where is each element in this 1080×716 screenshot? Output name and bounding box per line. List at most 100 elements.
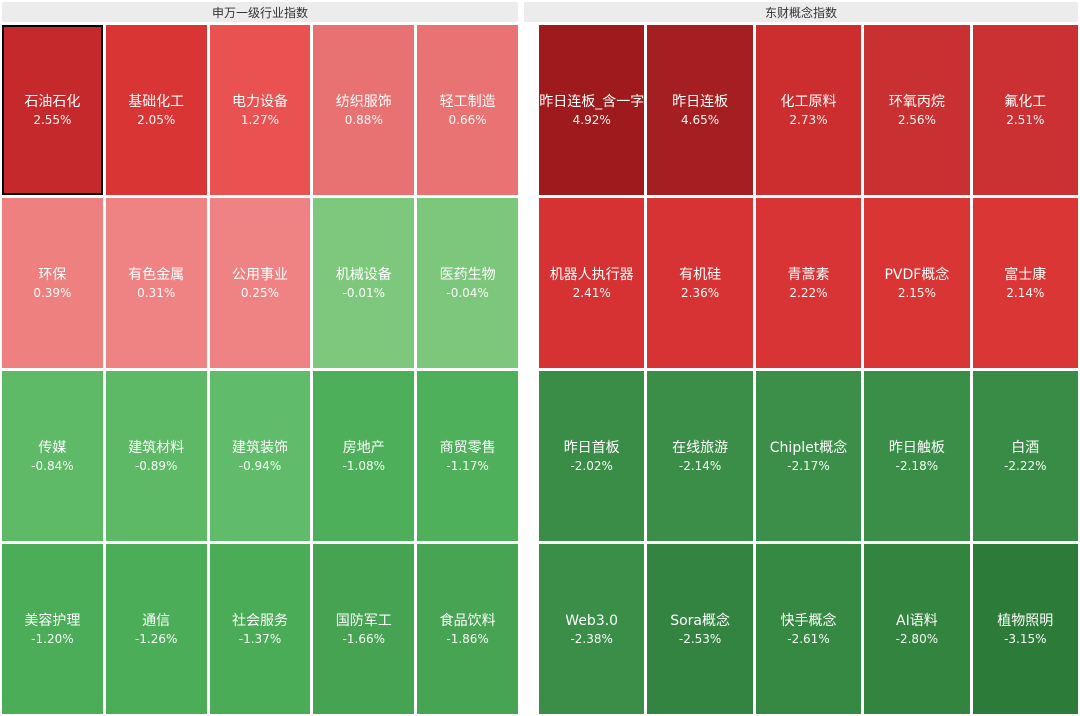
tile-label: 医药生物 bbox=[439, 266, 496, 283]
tile-change: 2.56% bbox=[897, 113, 936, 128]
index-tile[interactable]: Chiplet概念 -2.17% bbox=[755, 371, 862, 541]
tile-change: 0.88% bbox=[344, 113, 383, 128]
tile-grid-sw-industry: 石油石化 2.55% 基础化工 2.05% 电力设备 1.27% 纺织服饰 0.88% … bbox=[2, 25, 518, 714]
tile-change: 2.51% bbox=[1006, 113, 1045, 128]
index-tile[interactable]: 环保 0.39% bbox=[2, 198, 103, 368]
tile-change: -2.14% bbox=[678, 459, 722, 474]
tile-label: 食品饮料 bbox=[439, 612, 496, 629]
tile-change: -0.89% bbox=[134, 459, 178, 474]
tile-label: 建筑材料 bbox=[128, 439, 185, 456]
tile-change: -0.01% bbox=[342, 286, 386, 301]
tile-change: -2.18% bbox=[895, 459, 939, 474]
tile-change: 0.66% bbox=[448, 113, 487, 128]
tile-label: 机器人执行器 bbox=[549, 266, 634, 283]
index-tile[interactable]: 医药生物 -0.04% bbox=[417, 198, 518, 368]
tile-label: 机械设备 bbox=[335, 266, 392, 283]
tile-label: PVDF概念 bbox=[884, 266, 950, 283]
index-tile[interactable]: 白酒 -2.22% bbox=[972, 371, 1078, 541]
index-tile[interactable]: 社会服务 -1.37% bbox=[209, 544, 311, 714]
index-tile[interactable]: 基础化工 2.05% bbox=[105, 25, 207, 195]
tile-label: 美容护理 bbox=[24, 612, 81, 629]
tile-change: -2.53% bbox=[678, 632, 722, 647]
tile-label: 轻工制造 bbox=[439, 93, 496, 110]
index-tile[interactable]: 食品饮料 -1.86% bbox=[417, 544, 518, 714]
tile-label: 昨日连板_含一字 bbox=[539, 93, 645, 110]
tile-label: AI语料 bbox=[896, 612, 938, 629]
tile-change: 2.15% bbox=[897, 286, 936, 301]
index-tile[interactable]: 昨日首板 -2.02% bbox=[539, 371, 645, 541]
tile-change: -1.26% bbox=[134, 632, 178, 647]
index-tile[interactable]: 公用事业 0.25% bbox=[209, 198, 311, 368]
tile-label: 电力设备 bbox=[231, 93, 288, 110]
index-tile[interactable]: 化工原料 2.73% bbox=[755, 25, 862, 195]
tile-label: 环氧丙烷 bbox=[888, 93, 945, 110]
tile-label: 商贸零售 bbox=[439, 439, 496, 456]
index-tile[interactable]: 传媒 -0.84% bbox=[2, 371, 103, 541]
index-tile[interactable]: 青蒿素 2.22% bbox=[755, 198, 862, 368]
tile-change: 2.41% bbox=[572, 286, 611, 301]
tile-change: 0.39% bbox=[33, 286, 72, 301]
tile-label: 植物照明 bbox=[997, 612, 1054, 629]
index-tile[interactable]: 电力设备 1.27% bbox=[209, 25, 311, 195]
tile-change: -1.37% bbox=[238, 632, 282, 647]
tile-change: -1.20% bbox=[31, 632, 74, 647]
section-title-sw-industry: 申万一级行业指数 bbox=[2, 2, 518, 22]
index-tile[interactable]: PVDF概念 2.15% bbox=[864, 198, 970, 368]
tile-label: 社会服务 bbox=[231, 612, 288, 629]
index-tile[interactable]: AI语料 -2.80% bbox=[864, 544, 970, 714]
tile-label: 富士康 bbox=[1004, 266, 1047, 283]
tile-label: 建筑装饰 bbox=[231, 439, 288, 456]
tile-change: -2.22% bbox=[1004, 459, 1047, 474]
index-tile[interactable]: 轻工制造 0.66% bbox=[417, 25, 518, 195]
index-tile[interactable]: 昨日连板_含一字 4.92% bbox=[539, 25, 645, 195]
section-sw-industry: 申万一级行业指数 石油石化 2.55% 基础化工 2.05% 电力设备 1.27% 纺… bbox=[2, 2, 518, 714]
index-tile[interactable]: 机器人执行器 2.41% bbox=[539, 198, 645, 368]
index-tile[interactable]: 快手概念 -2.61% bbox=[755, 544, 862, 714]
tile-change: 2.22% bbox=[789, 286, 828, 301]
index-tile[interactable]: Web3.0 -2.38% bbox=[539, 544, 645, 714]
tile-label: 石油石化 bbox=[24, 93, 81, 110]
tile-change: 2.73% bbox=[789, 113, 828, 128]
tile-change: -1.66% bbox=[342, 632, 386, 647]
tile-change: 1.27% bbox=[240, 113, 280, 128]
tile-label: 快手概念 bbox=[780, 612, 837, 629]
index-tile[interactable]: 在线旅游 -2.14% bbox=[647, 371, 753, 541]
index-tile[interactable]: 建筑材料 -0.89% bbox=[105, 371, 207, 541]
index-tile[interactable]: 富士康 2.14% bbox=[972, 198, 1078, 368]
tile-label: 化工原料 bbox=[780, 93, 837, 110]
index-tile[interactable]: 昨日连板 4.65% bbox=[647, 25, 753, 195]
tile-label: 昨日连板 bbox=[672, 93, 729, 110]
tile-change: -1.17% bbox=[446, 459, 489, 474]
section-title-eastmoney-concept: 东财概念指数 bbox=[524, 2, 1078, 22]
tile-change: -2.38% bbox=[570, 632, 613, 647]
index-tile[interactable]: 机械设备 -0.01% bbox=[313, 198, 415, 368]
tile-label: 昨日触板 bbox=[888, 439, 945, 456]
index-tile[interactable]: 商贸零售 -1.17% bbox=[417, 371, 518, 541]
index-tile[interactable]: 植物照明 -3.15% bbox=[972, 544, 1078, 714]
index-tile[interactable]: 有色金属 0.31% bbox=[105, 198, 207, 368]
tile-label: 传媒 bbox=[38, 439, 67, 456]
tile-label: 公用事业 bbox=[231, 266, 288, 283]
tile-change: -3.15% bbox=[1004, 632, 1047, 647]
tile-change: 2.55% bbox=[33, 113, 72, 128]
index-tile[interactable]: 国防军工 -1.66% bbox=[313, 544, 415, 714]
index-tile[interactable]: 通信 -1.26% bbox=[105, 544, 207, 714]
tile-label: 氟化工 bbox=[1004, 93, 1047, 110]
tile-change: -2.02% bbox=[570, 459, 613, 474]
index-tile[interactable]: 昨日触板 -2.18% bbox=[864, 371, 970, 541]
index-tile[interactable]: 纺织服饰 0.88% bbox=[313, 25, 415, 195]
tile-change: 4.92% bbox=[572, 113, 611, 128]
index-tile[interactable]: Sora概念 -2.53% bbox=[647, 544, 753, 714]
index-tile[interactable]: 美容护理 -1.20% bbox=[2, 544, 103, 714]
index-tile[interactable]: 有机硅 2.36% bbox=[647, 198, 753, 368]
tile-label: 昨日首板 bbox=[563, 439, 620, 456]
index-tile[interactable]: 建筑装饰 -0.94% bbox=[209, 371, 311, 541]
index-tile[interactable]: 石油石化 2.55% bbox=[2, 25, 103, 195]
tile-change: -2.17% bbox=[787, 459, 830, 474]
tile-label: Chiplet概念 bbox=[769, 439, 848, 456]
index-tile[interactable]: 氟化工 2.51% bbox=[972, 25, 1078, 195]
index-tile[interactable]: 环氧丙烷 2.56% bbox=[864, 25, 970, 195]
tile-label: 在线旅游 bbox=[672, 439, 729, 456]
index-tile[interactable]: 房地产 -1.08% bbox=[313, 371, 415, 541]
